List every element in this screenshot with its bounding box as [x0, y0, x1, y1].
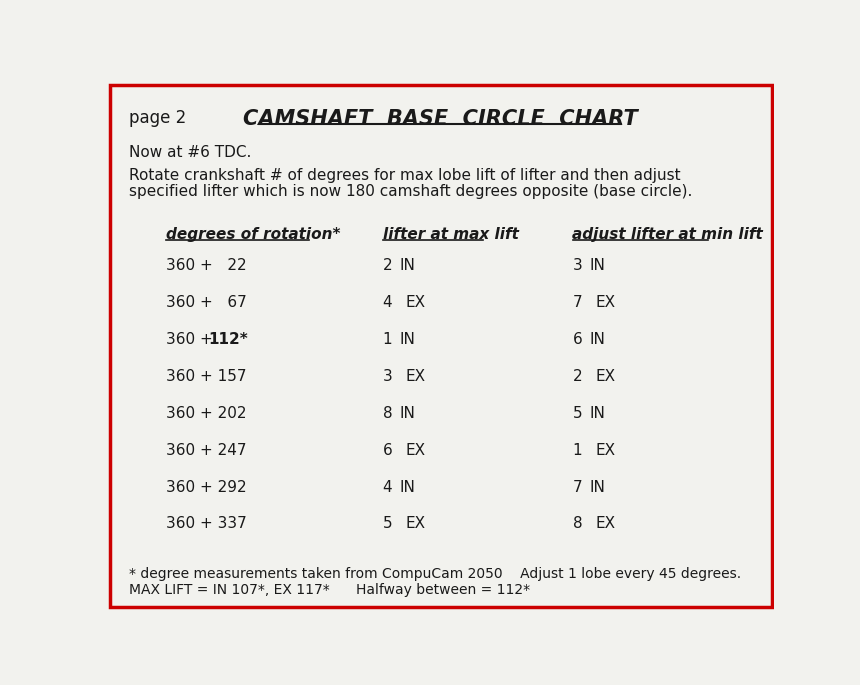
- Text: 1: 1: [573, 443, 582, 458]
- Text: 4: 4: [383, 295, 392, 310]
- Text: 8: 8: [573, 516, 582, 532]
- Text: IN: IN: [590, 406, 605, 421]
- Text: 3: 3: [383, 369, 392, 384]
- Text: EX: EX: [596, 295, 616, 310]
- Text: specified lifter which is now 180 camshaft degrees opposite (base circle).: specified lifter which is now 180 camsha…: [129, 184, 692, 199]
- Text: adjust lifter at min lift: adjust lifter at min lift: [573, 227, 764, 242]
- Text: 2: 2: [383, 258, 392, 273]
- Text: * degree measurements taken from CompuCam 2050    Adjust 1 lobe every 45 degrees: * degree measurements taken from CompuCa…: [129, 567, 741, 582]
- Text: 360 +   22: 360 + 22: [166, 258, 246, 273]
- Text: IN: IN: [590, 258, 605, 273]
- Text: CAMSHAFT  BASE  CIRCLE  CHART: CAMSHAFT BASE CIRCLE CHART: [243, 109, 638, 129]
- Text: EX: EX: [596, 516, 616, 532]
- Text: 3: 3: [573, 258, 582, 273]
- Text: 360 +: 360 +: [166, 332, 218, 347]
- Text: 5: 5: [573, 406, 582, 421]
- Text: EX: EX: [406, 295, 426, 310]
- Text: 5: 5: [383, 516, 392, 532]
- Text: IN: IN: [590, 332, 605, 347]
- Text: 360 + 247: 360 + 247: [166, 443, 246, 458]
- Text: EX: EX: [596, 443, 616, 458]
- Text: Now at #6 TDC.: Now at #6 TDC.: [129, 145, 252, 160]
- Text: IN: IN: [400, 479, 415, 495]
- Text: IN: IN: [400, 406, 415, 421]
- Text: EX: EX: [596, 369, 616, 384]
- Text: 112*: 112*: [208, 332, 248, 347]
- Text: 7: 7: [573, 479, 582, 495]
- Text: EX: EX: [406, 369, 426, 384]
- Text: 2: 2: [573, 369, 582, 384]
- Text: lifter at max lift: lifter at max lift: [383, 227, 519, 242]
- Text: 8: 8: [383, 406, 392, 421]
- Text: page 2: page 2: [129, 109, 187, 127]
- Text: EX: EX: [406, 516, 426, 532]
- Text: IN: IN: [400, 258, 415, 273]
- Text: 6: 6: [573, 332, 582, 347]
- Text: 360 + 202: 360 + 202: [166, 406, 246, 421]
- Text: 360 + 292: 360 + 292: [166, 479, 246, 495]
- Text: 1: 1: [383, 332, 392, 347]
- Text: IN: IN: [590, 479, 605, 495]
- Text: 4: 4: [383, 479, 392, 495]
- Text: MAX LIFT = IN 107*, EX 117*      Halfway between = 112*: MAX LIFT = IN 107*, EX 117* Halfway betw…: [129, 583, 531, 597]
- Text: IN: IN: [400, 332, 415, 347]
- Text: 7: 7: [573, 295, 582, 310]
- Text: 360 +   67: 360 + 67: [166, 295, 246, 310]
- Text: 6: 6: [383, 443, 392, 458]
- Text: 360 + 337: 360 + 337: [166, 516, 246, 532]
- Text: EX: EX: [406, 443, 426, 458]
- Text: degrees of rotation*: degrees of rotation*: [166, 227, 340, 242]
- Text: 360 + 157: 360 + 157: [166, 369, 246, 384]
- Text: Rotate crankshaft # of degrees for max lobe lift of lifter and then adjust: Rotate crankshaft # of degrees for max l…: [129, 169, 681, 184]
